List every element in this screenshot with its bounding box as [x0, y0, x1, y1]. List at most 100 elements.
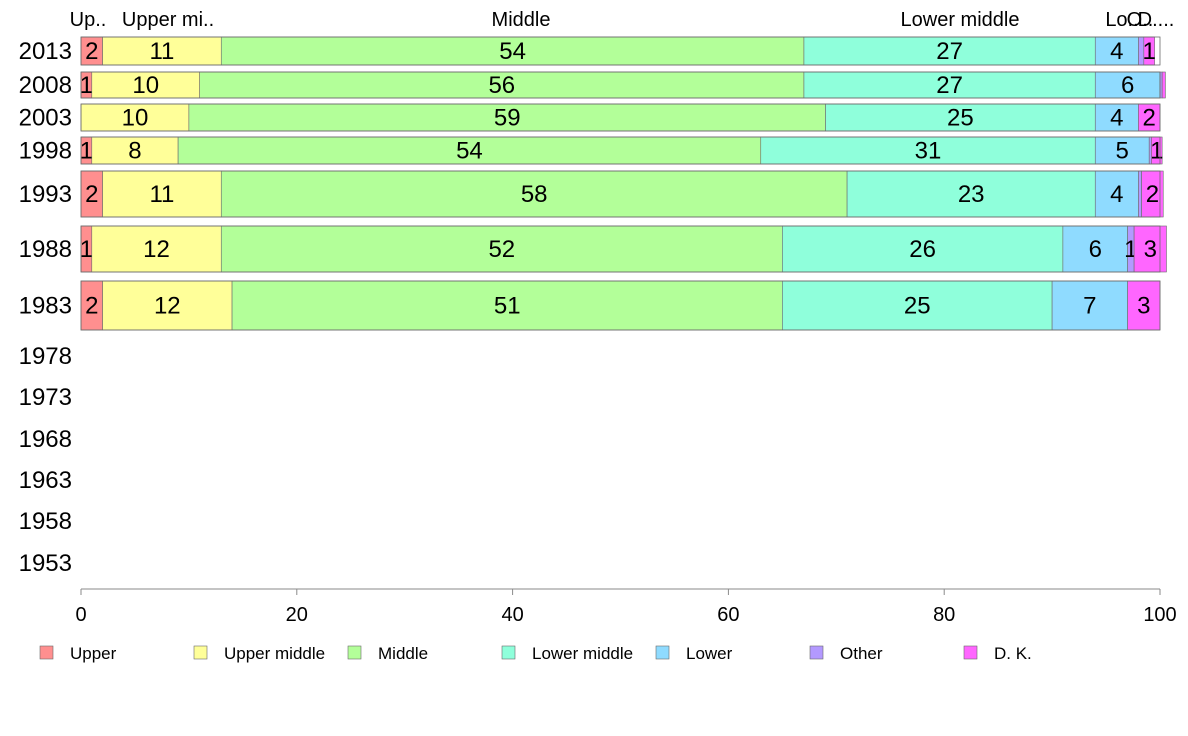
bar-outline-1983: [80, 280, 1161, 331]
year-label-1958: 1958: [19, 508, 72, 535]
data-label-1983-upper-middle: 12: [154, 293, 181, 320]
data-label-1998-lower: 5: [1116, 138, 1129, 165]
data-label-2003-lower-middle: 25: [947, 105, 974, 132]
data-label-1998-lower-middle: 31: [915, 138, 942, 165]
legend-label-lower: Lower: [686, 644, 733, 663]
legend: Upper Upper middle Middle Lower middle Lower…: [39, 644, 1032, 663]
legend-label-other: Other: [840, 644, 883, 663]
data-label-2013-lower-middle: 27: [936, 38, 963, 65]
data-label-1988-upper: 1: [80, 236, 93, 263]
top-label-middle: Middle: [492, 9, 551, 31]
data-label-1993-upper: 2: [85, 181, 98, 208]
year-label-2013: 2013: [19, 38, 72, 65]
year-labels: 2013 2008 2003 1998 1993 1988 1983 1978 1973 1968…: [19, 38, 72, 577]
year-label-1993: 1993: [19, 181, 72, 208]
bar-outline-1998: [80, 136, 1161, 165]
data-label-1983-upper: 2: [85, 293, 98, 320]
x-axis: 0 20 40 60 80 100: [75, 588, 1177, 626]
legend-swatch-middle: [347, 645, 362, 660]
bar-2003-lower: [1094, 103, 1139, 132]
bar-1993-middle: [220, 170, 848, 218]
bars: 2 11 54 27 4 11 10 56 27 610 59 25 4 21 8 54 31 5 12 11 58 23…: [80, 36, 1167, 331]
bar-1998-upper-middle: [91, 136, 179, 165]
bar-outline-2013: [80, 36, 1161, 66]
legend-label-lower-middle: Lower middle: [532, 644, 633, 663]
data-label-2008-lower-middle: 27: [936, 72, 963, 99]
data-label-1998-middle: 54: [456, 138, 483, 165]
top-label-upper: Up..: [70, 9, 107, 31]
bar-1993-lower-middle: [846, 170, 1096, 218]
x-tick-label-80: 80: [933, 604, 955, 626]
data-label-1988-upper-middle: 12: [143, 236, 170, 263]
data-label-1983-middle: 51: [494, 293, 521, 320]
data-label-2013-lower: 4: [1110, 38, 1123, 65]
legend-swatch-d-k-: [963, 645, 978, 660]
data-label-2003-d-k-: 2: [1143, 105, 1156, 132]
bar-outline-2003: [80, 103, 1161, 132]
data-label-2013-middle: 54: [499, 38, 526, 65]
data-label-1988-d-k-: 3: [1144, 236, 1157, 263]
bar-2013-middle: [220, 36, 805, 66]
legend-label-d-k-: D. K.: [994, 644, 1032, 663]
year-label-1968: 1968: [19, 426, 72, 453]
bar-1983-middle: [231, 280, 783, 331]
bar-2003-middle: [188, 103, 826, 132]
legend-swatch-other: [809, 645, 824, 660]
legend-swatch-lower-middle: [501, 645, 516, 660]
bar-2003-lower-middle: [825, 103, 1096, 132]
data-label-1983-lower: 7: [1083, 293, 1096, 320]
bar-1998-lower: [1094, 136, 1150, 165]
bar-1983-d-k-: [1127, 280, 1161, 331]
bar-1988-d-k-: [1133, 225, 1167, 273]
legend-swatch-upper: [39, 645, 54, 660]
bar-1983-lower-middle: [782, 280, 1053, 331]
bar-1998-lower-middle: [760, 136, 1096, 165]
top-label-upper-middle: Upper mi..: [122, 9, 214, 31]
data-label-2003-upper-middle: 10: [122, 105, 149, 132]
x-tick-label-100: 100: [1143, 604, 1176, 626]
data-label-1993-lower: 4: [1110, 181, 1123, 208]
legend-label-upper: Upper: [70, 644, 117, 663]
year-label-1983: 1983: [19, 293, 72, 320]
data-label-1983-lower-middle: 25: [904, 293, 931, 320]
bar-2008-d-k-: [1161, 71, 1166, 99]
data-label-1988-lower: 6: [1089, 236, 1102, 263]
x-tick-label-40: 40: [501, 604, 523, 626]
data-label-1993-upper-middle: 11: [149, 181, 174, 208]
year-label-1988: 1988: [19, 236, 72, 263]
data-label-1998-upper: 1: [80, 138, 93, 165]
data-label-1993-lower-middle: 23: [958, 181, 985, 208]
legend-label-middle: Middle: [378, 644, 428, 663]
legend-swatch-lower: [655, 645, 670, 660]
legend-swatch-upper-middle: [193, 645, 208, 660]
x-tick-label-0: 0: [75, 604, 86, 626]
data-label-2003-middle: 59: [494, 105, 521, 132]
top-labels: Up.. Upper mi.. Middle Lower middle Lo..O..D…: [70, 9, 1175, 31]
year-label-1998: 1998: [19, 138, 72, 165]
data-label-2013-upper: 2: [85, 38, 98, 65]
legend-label-upper-middle: Upper middle: [224, 644, 325, 663]
top-label-d-k-: D....: [1138, 9, 1175, 31]
data-label-1988-middle: 52: [488, 236, 515, 263]
year-label-2008: 2008: [19, 72, 72, 99]
year-label-2003: 2003: [19, 105, 72, 132]
year-label-1953: 1953: [19, 550, 72, 577]
data-label-2008-upper-middle: 10: [132, 72, 159, 99]
x-tick-label-20: 20: [286, 604, 308, 626]
bar-2008-lower-middle: [803, 71, 1096, 99]
x-tick-label-60: 60: [717, 604, 739, 626]
bar-outline-1988: [80, 225, 1161, 273]
data-label-1993-middle: 58: [521, 181, 548, 208]
bar-outline-2008: [80, 71, 1161, 99]
top-label-other: O..: [1127, 9, 1154, 31]
bar-1988-upper-middle: [91, 225, 222, 273]
data-label-1983-d-k-: 3: [1137, 293, 1150, 320]
data-label-2013-d-k-: 1: [1143, 38, 1156, 65]
top-label-lower: Lo..: [1105, 9, 1138, 31]
year-label-1978: 1978: [19, 343, 72, 370]
year-label-1963: 1963: [19, 467, 72, 494]
data-label-2008-middle: 56: [488, 72, 515, 99]
data-label-2008-lower: 6: [1121, 72, 1134, 99]
bar-outline-1993: [80, 170, 1161, 218]
